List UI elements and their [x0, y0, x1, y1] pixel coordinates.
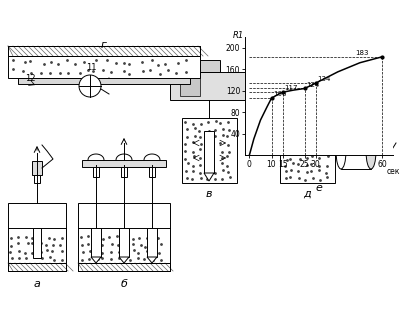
- Text: 134: 134: [317, 76, 331, 82]
- Text: г: г: [101, 40, 107, 50]
- Bar: [332, 78, 338, 94]
- Bar: [335, 145, 341, 157]
- Text: е: е: [315, 183, 322, 193]
- Polygon shape: [119, 257, 129, 263]
- Bar: [8, 46, 200, 56]
- Bar: [149, 167, 155, 177]
- Text: в: в: [206, 189, 212, 199]
- Text: 11: 11: [86, 63, 96, 72]
- Bar: [18, 78, 190, 84]
- Bar: [78, 203, 170, 263]
- Bar: [8, 46, 200, 56]
- Polygon shape: [204, 173, 214, 181]
- Bar: [204, 131, 214, 173]
- Text: 106: 106: [273, 91, 287, 97]
- Bar: [182, 118, 237, 183]
- Text: R1: R1: [233, 31, 244, 40]
- Bar: [8, 203, 66, 263]
- Bar: [8, 263, 66, 271]
- Text: 117: 117: [284, 86, 298, 92]
- Text: 183: 183: [355, 50, 369, 56]
- Bar: [121, 167, 127, 177]
- Bar: [180, 76, 200, 96]
- Circle shape: [79, 75, 101, 97]
- Ellipse shape: [366, 133, 376, 169]
- Text: д: д: [303, 189, 311, 199]
- Bar: [32, 161, 42, 175]
- Bar: [8, 56, 200, 78]
- Bar: [198, 60, 220, 72]
- Polygon shape: [91, 257, 101, 263]
- Bar: [170, 72, 250, 100]
- Bar: [82, 160, 166, 167]
- Bar: [341, 133, 371, 169]
- Bar: [8, 263, 66, 271]
- Bar: [93, 167, 99, 177]
- Bar: [322, 81, 340, 91]
- Bar: [33, 228, 41, 258]
- Text: б: б: [120, 279, 127, 289]
- Bar: [91, 228, 101, 257]
- Ellipse shape: [336, 133, 346, 169]
- Polygon shape: [147, 257, 157, 263]
- Bar: [147, 228, 157, 257]
- Bar: [78, 263, 170, 271]
- Bar: [78, 263, 170, 271]
- Bar: [280, 118, 335, 183]
- Text: а: а: [33, 279, 40, 289]
- Bar: [34, 175, 40, 183]
- Bar: [119, 228, 129, 257]
- Text: 12: 12: [25, 74, 35, 83]
- Text: сек: сек: [386, 167, 400, 176]
- Text: 124: 124: [306, 82, 319, 88]
